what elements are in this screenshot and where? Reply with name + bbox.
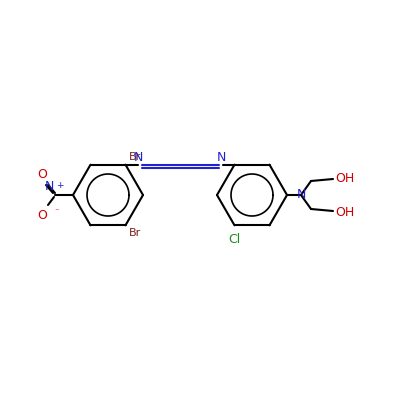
Text: O: O bbox=[37, 209, 47, 222]
Text: N: N bbox=[134, 151, 143, 164]
Text: N: N bbox=[217, 151, 226, 164]
Text: ⁻: ⁻ bbox=[54, 207, 59, 216]
Text: O: O bbox=[37, 168, 47, 181]
Text: OH: OH bbox=[335, 206, 354, 218]
Text: Br: Br bbox=[128, 228, 141, 238]
Text: Cl: Cl bbox=[228, 233, 241, 246]
Text: N: N bbox=[296, 188, 306, 202]
Text: N: N bbox=[45, 180, 54, 193]
Text: OH: OH bbox=[335, 172, 354, 184]
Text: +: + bbox=[56, 181, 64, 190]
Text: Br: Br bbox=[128, 152, 141, 162]
